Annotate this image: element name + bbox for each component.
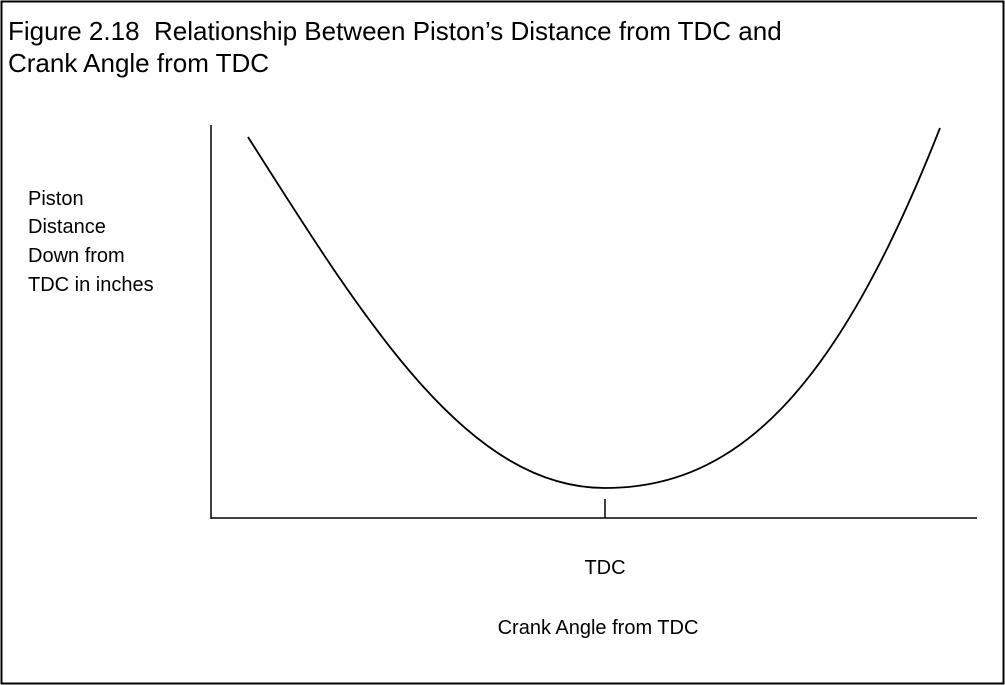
x-axis-label: Crank Angle from TDC xyxy=(498,617,699,639)
x-tick-label: TDC xyxy=(584,557,625,579)
y-axis-label-line: Piston xyxy=(28,188,84,210)
title-line: Crank Angle from TDC xyxy=(8,48,269,78)
title-line: Figure 2.18 Relationship Between Piston’… xyxy=(8,16,782,46)
y-axis-label-line: TDC in inches xyxy=(28,274,154,296)
piston-curve xyxy=(247,127,941,489)
y-axis-label-line: Down from xyxy=(28,245,125,267)
y-axis-label-line: Distance xyxy=(28,216,106,238)
